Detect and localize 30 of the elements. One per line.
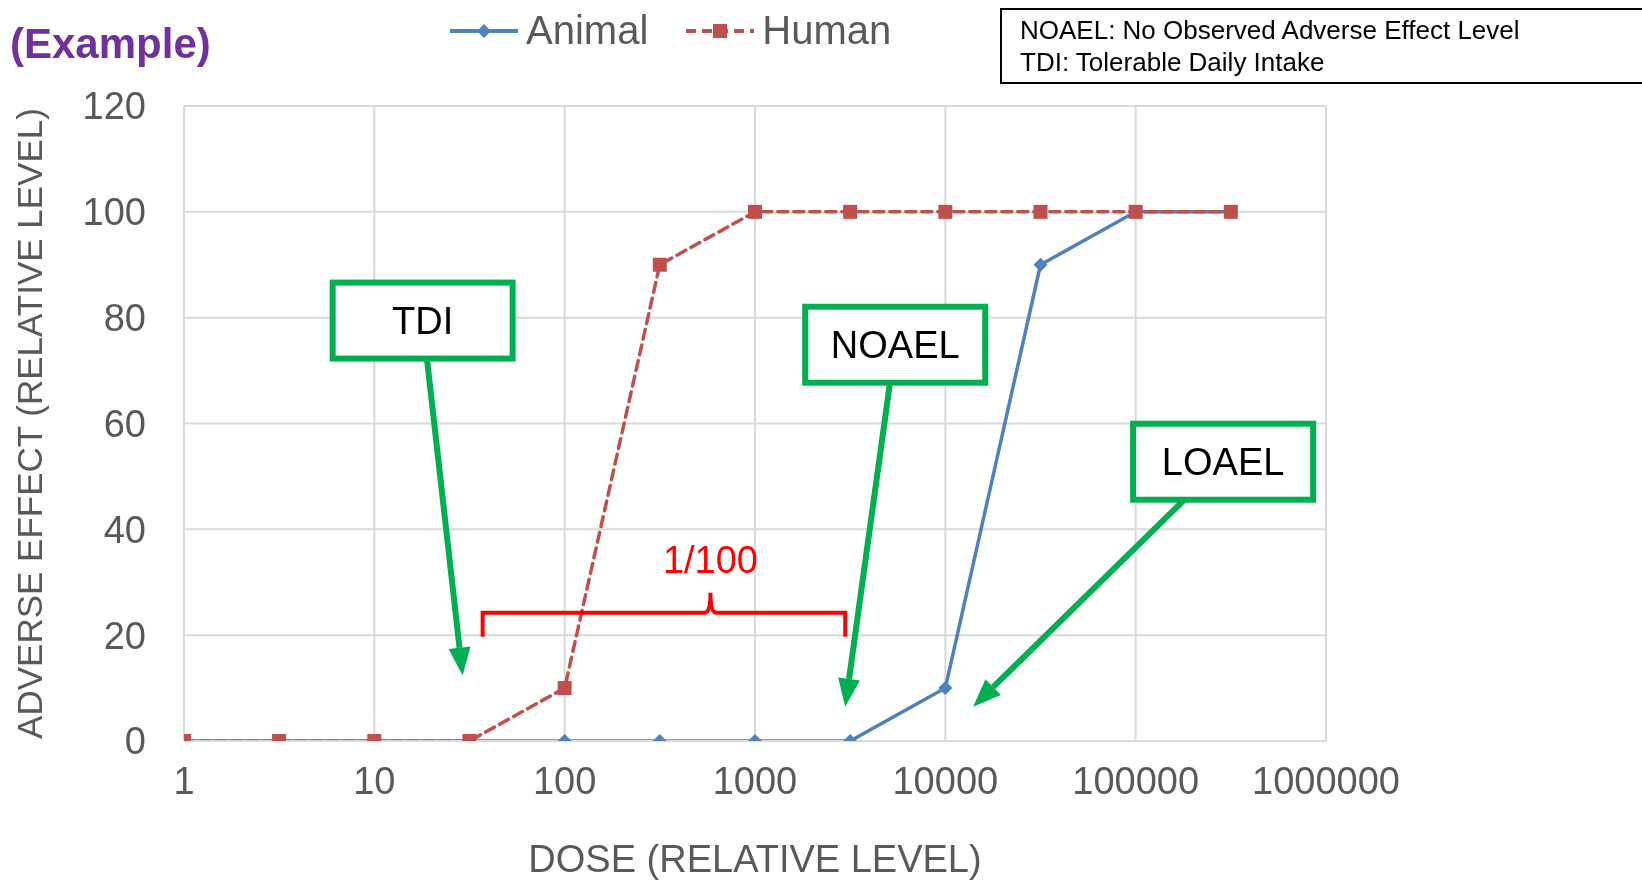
annotation: TDI — [392, 299, 454, 342]
legend-label: Human — [762, 8, 892, 53]
point — [938, 204, 953, 219]
point — [748, 204, 762, 219]
annotation: NOAEL — [830, 323, 960, 366]
x-tick-label: 10000 — [892, 759, 999, 802]
legend-label: Animal — [526, 8, 649, 53]
y-tick-label: 60 — [103, 402, 146, 445]
x-axis-title: DOSE (RELATIVE LEVEL) — [528, 838, 982, 880]
y-tick-label: 0 — [124, 720, 146, 763]
x-tick-label: 1000000 — [1252, 759, 1400, 802]
point — [843, 204, 858, 219]
y-tick-label: 100 — [82, 191, 146, 234]
y-tick-label: 20 — [103, 614, 146, 657]
point — [1033, 257, 1048, 272]
point — [1033, 204, 1048, 219]
x-tick-label: 100 — [532, 759, 597, 802]
chart-title: (Example) — [10, 20, 211, 68]
y-tick-label: 80 — [103, 297, 146, 340]
note-box: NOAEL: No Observed Adverse Effect Level TDI: Tolerable Daily Intake — [1000, 8, 1642, 84]
annotation: LOAEL — [1161, 440, 1285, 483]
x-tick-label: 1000 — [712, 759, 798, 802]
point — [652, 257, 667, 272]
x-tick-label: 100000 — [1072, 759, 1200, 802]
x-tick-label: 10 — [353, 759, 396, 802]
y-axis-title: ADVERSE EFFECT (RELATIVE LEVEL) — [10, 108, 49, 739]
annotation: 1/100 — [662, 538, 759, 581]
x-tick-label: 1 — [173, 759, 195, 802]
y-tick-label: 120 — [82, 85, 146, 128]
y-tick-label: 40 — [103, 508, 146, 551]
